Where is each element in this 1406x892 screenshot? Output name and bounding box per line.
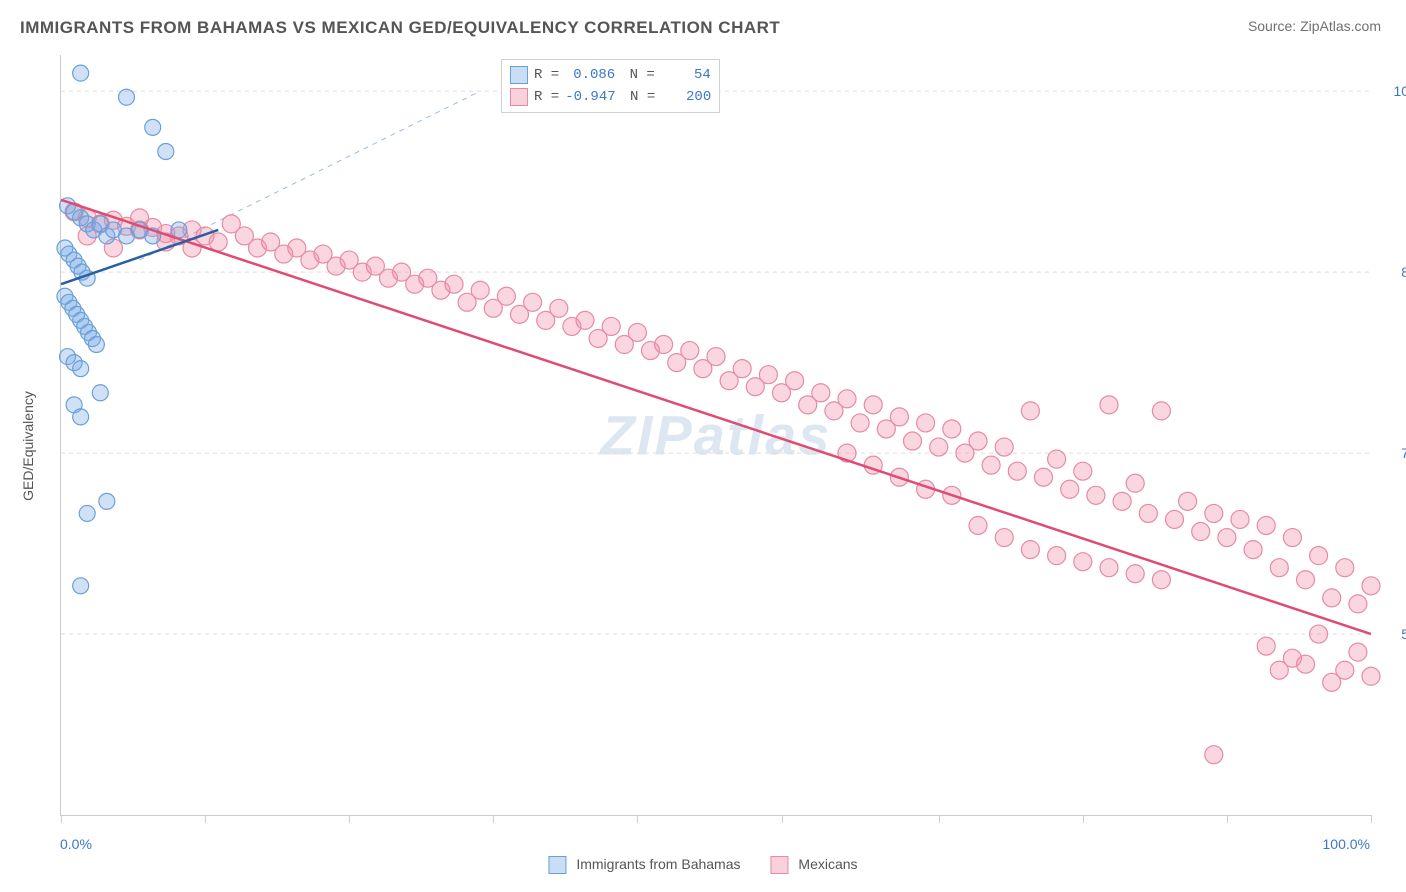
plot-area: ZIPatlas 100.0%85.0%70.0%55.0% R = 0.086…: [60, 55, 1371, 816]
chart-svg: [61, 55, 1371, 815]
stats-r-mexicans: -0.947: [565, 89, 615, 105]
x-tick: [1083, 815, 1084, 823]
x-axis-start-label: 0.0%: [60, 836, 92, 852]
x-tick: [61, 815, 62, 823]
stats-r-label: R =: [534, 67, 559, 83]
source-label: Source: ZipAtlas.com: [1248, 18, 1381, 34]
correlation-stats-box: R = 0.086 N = 54 R = -0.947 N = 200: [501, 59, 720, 113]
stats-swatch-bahamas: [510, 66, 528, 84]
x-tick: [349, 815, 350, 823]
legend-label-mexicans: Mexicans: [798, 856, 857, 872]
x-tick: [205, 815, 206, 823]
legend-item-mexicans: Mexicans: [771, 856, 858, 874]
x-tick: [1371, 815, 1372, 823]
y-tick-label: 55.0%: [1381, 626, 1406, 642]
y-axis-title: GED/Equivalency: [20, 391, 36, 501]
stats-r-label: R =: [534, 89, 559, 105]
stats-n-bahamas: 54: [661, 67, 711, 83]
legend-label-bahamas: Immigrants from Bahamas: [576, 856, 740, 872]
stats-n-mexicans: 200: [661, 89, 711, 105]
stats-swatch-mexicans: [510, 88, 528, 106]
x-tick: [939, 815, 940, 823]
legend-swatch-mexicans: [771, 856, 789, 874]
y-tick-label: 70.0%: [1381, 445, 1406, 461]
x-tick: [782, 815, 783, 823]
legend-item-bahamas: Immigrants from Bahamas: [548, 856, 740, 874]
x-tick: [493, 815, 494, 823]
bottom-legend: Immigrants from Bahamas Mexicans: [548, 856, 857, 874]
legend-swatch-bahamas: [548, 856, 566, 874]
stats-n-label: N =: [622, 89, 656, 105]
stats-n-label: N =: [621, 67, 655, 83]
x-axis-end-label: 100.0%: [1323, 836, 1370, 852]
stats-r-bahamas: 0.086: [565, 67, 615, 83]
chart-title: IMMIGRANTS FROM BAHAMAS VS MEXICAN GED/E…: [20, 18, 780, 38]
y-tick-label: 85.0%: [1381, 264, 1406, 280]
y-tick-label: 100.0%: [1381, 83, 1406, 99]
stats-row-bahamas: R = 0.086 N = 54: [510, 64, 711, 86]
x-tick: [1227, 815, 1228, 823]
stats-row-mexicans: R = -0.947 N = 200: [510, 86, 711, 108]
x-tick: [637, 815, 638, 823]
